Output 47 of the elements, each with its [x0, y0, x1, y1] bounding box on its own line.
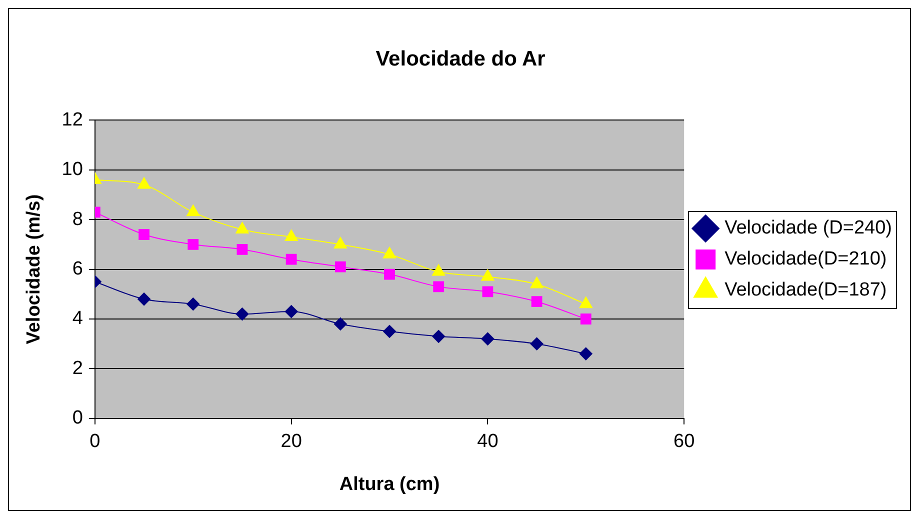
legend-label: Velocidade(D=187)	[724, 280, 887, 301]
point	[481, 269, 494, 281]
point	[579, 347, 592, 360]
point	[286, 254, 297, 265]
point	[138, 292, 151, 306]
point	[334, 236, 347, 248]
point	[482, 286, 494, 298]
point	[580, 314, 592, 324]
point	[384, 268, 395, 280]
y-tick-label: 10	[62, 159, 83, 180]
point	[137, 177, 151, 189]
point	[530, 276, 544, 288]
point	[531, 296, 542, 308]
point	[138, 229, 150, 240]
y-tick-label: 12	[62, 109, 83, 130]
point	[186, 298, 200, 311]
y-tick-label: 6	[72, 258, 83, 280]
y-tick-label: 0	[72, 408, 83, 429]
point	[236, 222, 249, 234]
point	[236, 308, 249, 321]
legend-label: Velocidade (D=240)	[724, 218, 892, 239]
point	[530, 337, 544, 350]
y-tick-label: 2	[72, 358, 83, 379]
point	[481, 332, 494, 346]
point	[432, 330, 446, 343]
x-tick-label: 40	[477, 431, 498, 452]
point	[188, 239, 199, 250]
point	[382, 246, 396, 258]
y-tick-label: 8	[72, 208, 83, 230]
x-tick-label: 20	[280, 431, 302, 452]
x-tick-label: 60	[674, 431, 695, 452]
legend-label: Velocidade(D=210)	[724, 248, 887, 270]
chart-title: Velocidade do Ar	[376, 47, 546, 70]
point	[383, 324, 396, 338]
point	[334, 317, 347, 330]
point	[186, 204, 200, 216]
point	[284, 229, 298, 241]
point	[433, 281, 444, 292]
x-tick-label: 0	[90, 431, 100, 452]
point	[334, 261, 346, 272]
point	[432, 264, 446, 276]
y-tick-label: 4	[72, 308, 84, 330]
y-axis-title: Velocidade (m/s)	[24, 194, 45, 344]
point	[284, 305, 298, 318]
point	[579, 296, 592, 308]
x-axis-title: Altura (cm)	[339, 474, 440, 495]
point	[236, 244, 248, 255]
